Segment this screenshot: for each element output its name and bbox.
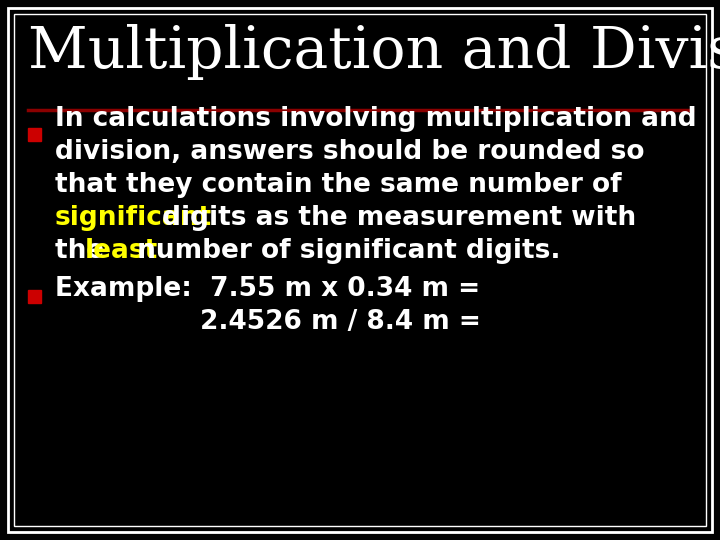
Text: division, answers should be rounded so: division, answers should be rounded so [55, 139, 644, 165]
Text: Multiplication and Division: Multiplication and Division [28, 24, 720, 80]
Text: number of significant digits.: number of significant digits. [128, 238, 560, 264]
Text: digits as the measurement with: digits as the measurement with [153, 205, 636, 231]
Bar [28, 128, 41, 141]
Bar [28, 290, 41, 303]
Text: 2.4526 m / 8.4 m =: 2.4526 m / 8.4 m = [200, 309, 481, 335]
Text: significant: significant [55, 205, 212, 231]
Text: that they contain the same number of: that they contain the same number of [55, 172, 621, 198]
Text: the: the [55, 238, 113, 264]
Text: In calculations involving multiplication and: In calculations involving multiplication… [55, 106, 697, 132]
Text: least: least [85, 238, 158, 264]
Text: Example:  7.55 m x 0.34 m =: Example: 7.55 m x 0.34 m = [55, 276, 480, 302]
